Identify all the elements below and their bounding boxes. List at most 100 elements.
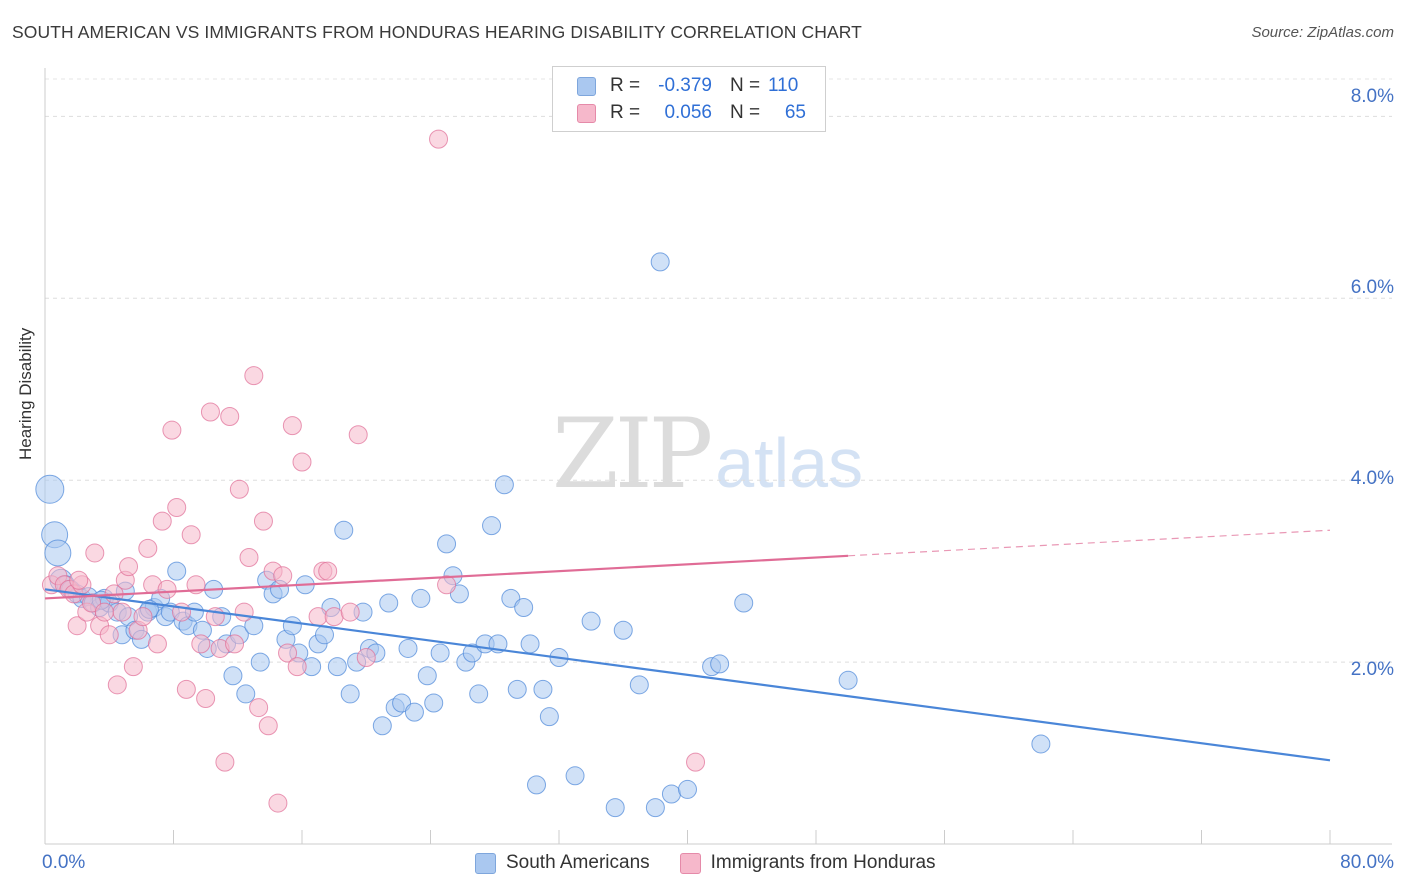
data-point-south-americans [507, 679, 527, 699]
data-point-honduras [220, 407, 240, 427]
data-point-south-americans [35, 474, 65, 504]
data-point-honduras [253, 511, 273, 531]
data-point-honduras [67, 616, 87, 636]
data-point-honduras [176, 679, 196, 699]
data-point-south-americans [838, 670, 858, 690]
data-point-honduras [249, 698, 269, 718]
data-point-honduras [318, 561, 338, 581]
data-point-honduras [196, 688, 216, 708]
data-point-honduras [282, 416, 302, 436]
data-point-south-americans [581, 611, 601, 631]
correlation-legend: R = -0.379 N = 110 R = 0.056 N = 65 [552, 66, 826, 132]
data-point-south-americans [527, 775, 547, 795]
data-point-honduras [686, 752, 706, 772]
legend-label-honduras: Immigrants from Honduras [710, 852, 936, 873]
data-point-south-americans [417, 666, 437, 686]
legend-n-label: N = [730, 75, 761, 96]
data-point-south-americans [613, 620, 633, 640]
data-point-south-americans [661, 784, 681, 804]
data-point-honduras [324, 607, 344, 627]
data-point-south-americans [392, 693, 412, 713]
data-point-south-americans [340, 684, 360, 704]
data-point-honduras [239, 548, 259, 567]
legend-item-honduras[interactable]: Immigrants from Honduras [679, 852, 936, 874]
data-point-honduras [99, 625, 119, 645]
data-point-honduras [147, 634, 167, 654]
data-point-honduras [138, 538, 158, 558]
data-point-south-americans [482, 516, 502, 536]
data-point-south-americans [501, 588, 521, 608]
data-point-south-americans [645, 798, 665, 818]
data-point-south-americans [223, 666, 243, 686]
data-point-south-americans [411, 588, 431, 608]
data-point-honduras [133, 607, 153, 627]
data-point-honduras [234, 602, 254, 622]
data-point-south-americans [424, 693, 444, 713]
legend-swatch-pink [679, 852, 701, 874]
data-point-honduras [340, 602, 360, 622]
legend-n-label: N = [730, 102, 761, 123]
y-tick-label-8: 8.0% [1350, 86, 1394, 107]
data-point-south-americans [462, 643, 482, 663]
legend-label-south-americans: South Americans [506, 852, 650, 873]
legend-r-value: -0.379 [658, 75, 712, 96]
legend-swatch-blue [577, 76, 596, 96]
y-axis-label: Hearing Disability [16, 327, 35, 460]
data-point-honduras [437, 575, 457, 595]
data-point-south-americans [520, 634, 540, 654]
y-tick-label-2: 2.0% [1350, 659, 1394, 680]
data-point-honduras [356, 648, 376, 668]
data-point-south-americans [327, 657, 347, 677]
source-label: Source: ZipAtlas.com [1251, 24, 1394, 41]
data-point-south-americans [734, 593, 754, 613]
data-point-south-americans [533, 679, 553, 699]
data-point-honduras [123, 657, 143, 677]
data-point-south-americans [167, 561, 187, 581]
data-point-honduras [107, 675, 127, 695]
data-point-south-americans [430, 643, 450, 663]
legend-r-value: 0.056 [664, 102, 712, 123]
data-point-south-americans [650, 252, 670, 272]
data-point-south-americans [437, 534, 457, 554]
data-point-honduras [292, 452, 312, 472]
trendline-honduras-extension [848, 529, 1331, 557]
data-point-honduras [229, 479, 249, 499]
data-point-honduras [429, 129, 449, 149]
data-point-south-americans [44, 539, 72, 567]
y-tick-label-4: 4.0% [1350, 468, 1394, 489]
legend-row-honduras: R = 0.056 N = 65 [577, 100, 806, 126]
data-point-honduras [82, 593, 102, 613]
trendline-south-americans [44, 588, 1331, 762]
legend-swatch-blue [475, 852, 496, 874]
data-point-honduras [94, 602, 114, 622]
legend-item-south-americans[interactable]: South Americans [475, 852, 650, 874]
data-point-south-americans [282, 616, 302, 636]
y-tick-label-6: 6.0% [1350, 277, 1394, 298]
legend-r-label: R = [610, 75, 641, 96]
data-point-honduras [112, 602, 132, 622]
legend-row-south-americans: R = -0.379 N = 110 [577, 73, 798, 99]
data-point-honduras [244, 366, 264, 386]
series-legend: South Americans Immigrants from Honduras [475, 852, 966, 874]
data-point-honduras [225, 634, 245, 654]
data-point-south-americans [1031, 734, 1051, 754]
data-point-honduras [181, 525, 201, 545]
data-point-south-americans [314, 625, 334, 645]
x-tick-label-max: 80.0% [1340, 852, 1394, 873]
data-point-honduras [287, 657, 307, 677]
legend-swatch-pink [577, 103, 596, 123]
data-point-south-americans [449, 584, 469, 604]
data-point-honduras [258, 716, 278, 736]
data-point-honduras [273, 566, 293, 586]
data-point-honduras [119, 557, 139, 577]
data-point-south-americans [605, 798, 625, 818]
data-point-south-americans [469, 684, 489, 704]
legend-n-value: 110 [768, 75, 799, 96]
data-point-honduras [69, 570, 89, 590]
data-point-honduras [348, 425, 368, 445]
data-point-south-americans [372, 716, 392, 736]
data-point-south-americans [539, 707, 559, 727]
data-point-south-americans [379, 593, 399, 613]
data-point-south-americans [250, 652, 270, 672]
